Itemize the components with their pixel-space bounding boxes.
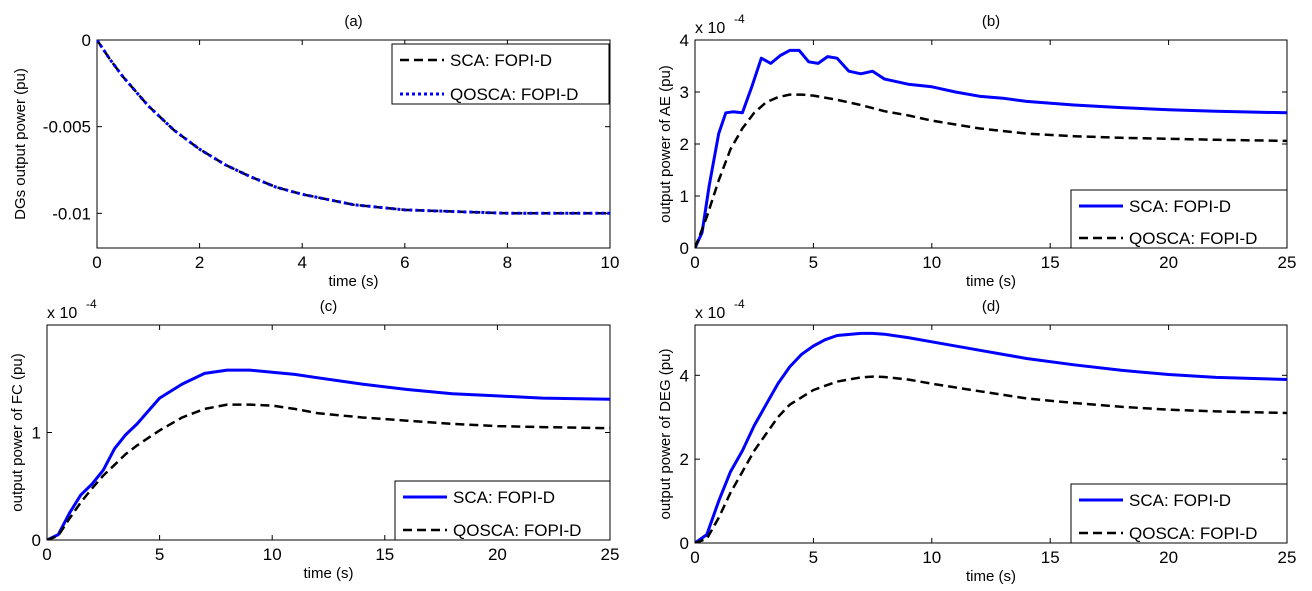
legend-label: QOSCA: FOPI-D	[453, 521, 581, 540]
legend-label: QOSCA: FOPI-D	[450, 85, 578, 104]
legend-label: SCA: FOPI-D	[453, 488, 555, 507]
y-tick-label: 2	[680, 450, 689, 469]
y-tick-label: 2	[680, 135, 689, 154]
legend-label: QOSCA: FOPI-D	[1129, 524, 1257, 543]
x-tick-label: 0	[92, 253, 101, 272]
x-tick-label: 10	[263, 545, 282, 564]
y-exponent-label: x 10	[47, 305, 77, 322]
legend-label: SCA: FOPI-D	[450, 51, 552, 70]
y-tick-label: -0.01	[52, 204, 91, 223]
legend-box	[394, 480, 611, 541]
y-tick-label: 0	[82, 31, 91, 50]
x-tick-label: 15	[375, 545, 394, 564]
x-tick-label: 6	[400, 253, 409, 272]
x-tick-label: 20	[488, 545, 507, 564]
y-tick-label: 4	[680, 31, 689, 50]
chart-panel-3: (d) 0 5 10 15 20 25 0 2 4 time (s) output power of …	[657, 297, 1296, 585]
series-line-1	[47, 403, 610, 540]
x-axis-label: time (s)	[966, 273, 1016, 290]
x-tick-label: 4	[297, 253, 306, 272]
legend: SCA: FOPI-D QOSCA: FOPI-D	[391, 43, 610, 105]
x-tick-label: 15	[1041, 253, 1060, 272]
y-exponent-power: -4	[86, 297, 97, 311]
x-tick-label: 25	[1278, 548, 1297, 567]
chart-panel-0: (a) 0 2 4 6 8 10 0 -0.005 -0.01 time (s) DGs output…	[12, 13, 619, 290]
x-tick-label: 10	[922, 253, 941, 272]
legend: SCA: FOPI-D QOSCA: FOPI-D	[394, 480, 611, 541]
y-axis-label: output power of DEG (pu)	[657, 349, 674, 520]
legend: SCA: FOPI-D QOSCA: FOPI-D	[1070, 483, 1288, 544]
x-tick-label: 0	[690, 548, 699, 567]
x-tick-label: 10	[601, 253, 620, 272]
x-tick-label: 10	[922, 548, 941, 567]
series-line-1	[695, 375, 1287, 543]
legend-label: SCA: FOPI-D	[1129, 197, 1231, 216]
chart-title: (a)	[344, 13, 362, 30]
y-axis-label: output power of FC (pu)	[9, 353, 26, 511]
legend-label: SCA: FOPI-D	[1129, 491, 1231, 510]
x-axis-label: time (s)	[966, 568, 1016, 585]
series-line-0	[695, 331, 1287, 543]
y-exponent-label: x 10	[695, 305, 725, 322]
x-tick-label: 5	[809, 253, 818, 272]
y-tick-label: 1	[680, 187, 689, 206]
legend: SCA: FOPI-D QOSCA: FOPI-D	[1070, 189, 1288, 249]
y-exponent-power: -4	[734, 297, 745, 311]
x-tick-label: 5	[809, 548, 818, 567]
y-axis-label: DGs output power (pu)	[12, 68, 29, 220]
x-tick-label: 2	[195, 253, 204, 272]
x-tick-label: 25	[1278, 253, 1297, 272]
x-axis-label: time (s)	[304, 565, 354, 582]
legend-label: QOSCA: FOPI-D	[1129, 229, 1257, 248]
legend-box	[391, 43, 610, 105]
x-tick-label: 8	[503, 253, 512, 272]
x-tick-label: 20	[1159, 548, 1178, 567]
chart-title: (c)	[320, 298, 338, 315]
y-exponent-label: x 10	[695, 20, 725, 37]
series-line-1	[97, 40, 610, 215]
x-axis-label: time (s)	[329, 273, 379, 290]
y-axis-label: output power of AE (pu)	[657, 65, 674, 223]
x-tick-label: 0	[42, 545, 51, 564]
y-tick-label: 0	[680, 534, 689, 553]
x-tick-label: 20	[1159, 253, 1178, 272]
series-line-0	[695, 48, 1287, 248]
chart-title: (b)	[982, 13, 1000, 30]
y-exponent-power: -4	[734, 12, 745, 26]
y-tick-label: 0	[32, 531, 41, 550]
series-line-0	[47, 368, 610, 540]
chart-title: (d)	[982, 298, 1000, 315]
y-tick-label: 0	[680, 239, 689, 258]
x-tick-label: 15	[1041, 548, 1060, 567]
y-tick-label: 1	[32, 424, 41, 443]
chart-panel-1: (b) 0 5 10 15 20 25 0 1 2 3 4 time (s) output power o…	[657, 12, 1296, 290]
y-tick-label: -0.005	[43, 118, 91, 137]
x-tick-label: 0	[690, 253, 699, 272]
chart-panel-2: (c) 0 5 10 15 20 25 0 1 time (s) output power of F…	[9, 297, 619, 582]
y-tick-label: 4	[680, 366, 689, 385]
x-tick-label: 25	[601, 545, 620, 564]
legend-box	[1070, 483, 1288, 544]
series-line-1	[695, 93, 1287, 248]
y-tick-label: 3	[680, 83, 689, 102]
x-tick-label: 5	[155, 545, 164, 564]
series-line-0	[97, 40, 610, 215]
